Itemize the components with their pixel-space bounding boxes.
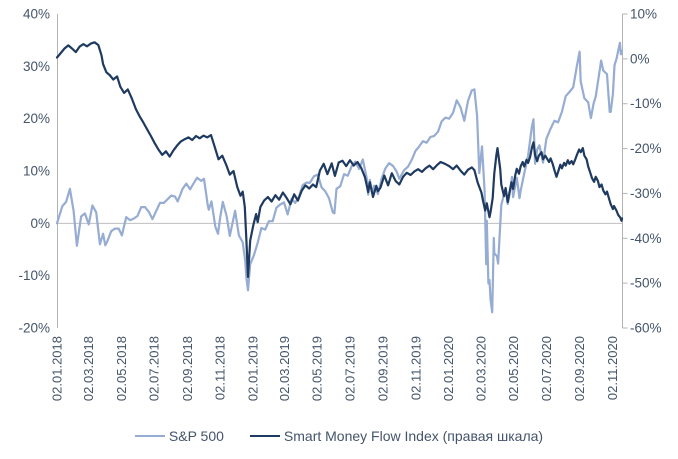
sp500-line-swatch [134,434,165,438]
x-tick-label: 02.03.2018 [81,336,96,401]
x-tick-label: 02.05.2018 [114,336,129,401]
y-axis-right-labels: 10% 0% -10% -20% -30% -40% -50% -60% [622,7,662,336]
y-right-tick-label: -20% [630,141,662,156]
x-tick-label: 02.11.2018 [213,336,228,400]
y-left-tick-label: 40% [23,7,50,22]
x-axis-labels: 02.01.2018 02.03.2018 02.05.2018 02.07.2018… [50,336,620,401]
y-left-tick-label: 20% [23,111,50,126]
legend-label-sp500: S&P 500 [168,428,224,444]
legend-item-smfi: Smart Money Flow Index (правая шкала) [249,428,544,444]
x-tick-label: 02.11.2020 [605,336,620,400]
axes [57,14,623,328]
x-tick-label: 02.09.2019 [376,336,391,401]
smfi-series-line [55,41,624,278]
x-tick-label: 02.01.2020 [441,336,456,401]
x-tick-label: 02.01.2019 [245,336,260,401]
x-tick-label: 02.01.2018 [50,336,65,401]
y-right-tick-label: -50% [630,276,662,291]
y-right-tick-label: -60% [630,321,662,336]
y-left-tick-label: -20% [18,321,50,336]
y-right-tick-label: 0% [630,51,650,66]
x-tick-label: 02.05.2019 [310,336,325,401]
y-axis-left-labels: 40% 30% 20% 10% 0% -10% -20% [18,7,50,336]
x-tick-label: 02.05.2020 [506,336,521,401]
sp500-series-line [55,41,624,314]
series-lines [55,41,624,314]
smfi-line-swatch [249,434,280,438]
y-left-tick-label: -10% [18,268,50,283]
x-tick-label: 02.09.2020 [572,336,587,401]
chart-legend: S&P 500 Smart Money Flow Index (правая ш… [0,428,678,444]
y-right-tick-label: -40% [630,231,662,246]
legend-label-smfi: Smart Money Flow Index (правая шкала) [283,428,544,444]
x-tick-label: 02.07.2019 [342,336,357,401]
y-left-tick-label: 0% [30,216,50,231]
x-tick-label: 02.11.2019 [408,336,423,400]
x-tick-label: 02.07.2018 [147,336,162,401]
y-left-tick-label: 30% [23,59,50,74]
x-tick-label: 02.03.2019 [277,336,292,401]
x-tick-label: 02.09.2018 [180,336,195,401]
y-right-tick-label: -10% [630,96,662,111]
y-left-tick-label: 10% [23,164,50,179]
y-right-tick-label: 10% [630,7,657,22]
legend-item-sp500: S&P 500 [134,428,224,444]
x-tick-label: 02.07.2020 [539,336,554,401]
y-right-tick-label: -30% [630,186,662,201]
x-tick-label: 02.03.2020 [473,336,488,401]
